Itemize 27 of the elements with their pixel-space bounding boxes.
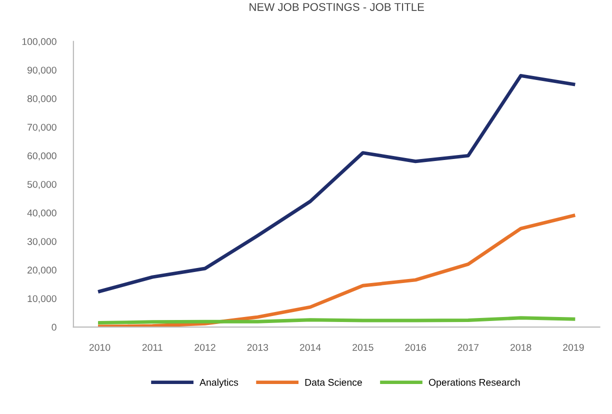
chart-title: NEW JOB POSTINGS - JOB TITLE <box>250 3 424 11</box>
y-tick-label: 20,000 <box>28 266 56 275</box>
x-tick-label: 2019 <box>563 344 584 351</box>
legend-label: Data Science <box>305 378 362 386</box>
y-tick-label: 90,000 <box>27 66 56 75</box>
line-series <box>98 214 576 328</box>
y-tick-label: 80,000 <box>27 95 56 104</box>
x-tick-label: 2011 <box>142 344 162 351</box>
y-tick-label: 30,000 <box>27 238 56 246</box>
x-tick-label: 2017 <box>458 344 479 351</box>
x-tick-label: 2013 <box>247 344 268 351</box>
y-tick-label: 10,000 <box>28 295 56 304</box>
y-tick-label: 40,000 <box>27 210 56 218</box>
y-tick-label: 60,000 <box>28 152 56 160</box>
y-tick-label: 100,000 <box>22 38 56 46</box>
y-tick-label: 0 <box>52 324 56 331</box>
y-tick-label: 70,000 <box>28 124 56 132</box>
y-tick-label: 50,000 <box>27 180 56 189</box>
legend-label: Operations Research <box>428 378 520 388</box>
x-tick-label: 2010 <box>89 344 110 351</box>
legend-label: Analytics <box>200 378 238 388</box>
x-tick-label: 2016 <box>405 344 426 351</box>
x-tick-label: 2015 <box>352 344 374 351</box>
line-series <box>98 74 576 294</box>
x-tick-label: 2014 <box>300 344 321 351</box>
x-tick-label: 2012 <box>194 344 216 351</box>
x-tick-label: 2018 <box>510 344 532 351</box>
